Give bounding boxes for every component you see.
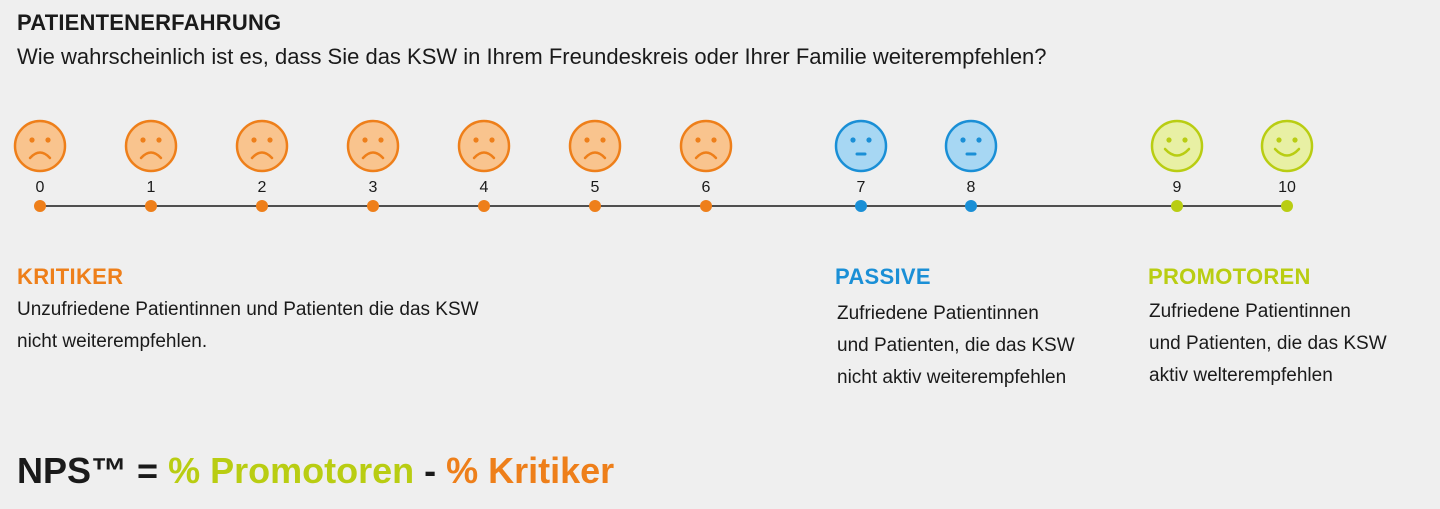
rating-scale: 0 1 2 3 4 5 6 7 8 9 10 bbox=[13, 119, 1314, 212]
scale-label: 0 bbox=[36, 179, 45, 196]
promotoren-desc-line: und Patienten, die das KSW bbox=[1149, 333, 1387, 354]
promotoren-desc-line: Zufriedene Patientinnen bbox=[1149, 301, 1351, 322]
sad-face-icon bbox=[679, 119, 733, 173]
kritiker-desc-line: Unzufriedene Patientinnen und Patienten … bbox=[17, 299, 479, 320]
sad-face-icon bbox=[457, 119, 511, 173]
scale-label: 10 bbox=[1278, 179, 1296, 196]
scale-dot bbox=[855, 200, 867, 212]
scale-dot bbox=[700, 200, 712, 212]
formula-promotoren: % Promotoren bbox=[168, 450, 415, 491]
scale-dot bbox=[367, 200, 379, 212]
scale-dot bbox=[256, 200, 268, 212]
kritiker-description: Unzufriedene Patientinnen und Patienten … bbox=[17, 294, 577, 358]
scale-label: 7 bbox=[857, 179, 866, 196]
group-promotoren: PROMOTOREN Zufriedene Patientinnen und P… bbox=[1148, 264, 1440, 392]
sad-face-icon bbox=[124, 119, 178, 173]
scale-label: 9 bbox=[1173, 179, 1182, 196]
happy-face-icon bbox=[1260, 119, 1314, 173]
scale-dot bbox=[1281, 200, 1293, 212]
formula-kritiker: % Kritiker bbox=[446, 450, 615, 491]
passive-heading: PASSIVE bbox=[835, 264, 931, 289]
promotoren-heading: PROMOTOREN bbox=[1148, 264, 1311, 289]
scale-label: 1 bbox=[147, 179, 156, 196]
kritiker-desc-line: nicht weiterempfehlen. bbox=[17, 331, 208, 352]
scale-dot bbox=[965, 200, 977, 212]
passive-desc-line: Zufriedene Patientinnen bbox=[837, 303, 1039, 324]
passive-description: Zufriedene Patientinnen und Patienten, d… bbox=[837, 298, 1135, 394]
scale-dot bbox=[478, 200, 490, 212]
promotoren-desc-line: aktiv welterempfehlen bbox=[1149, 365, 1333, 386]
group-kritiker: KRITIKER Unzufriedene Patientinnen und P… bbox=[17, 264, 577, 358]
formula-lhs: NPS™ = bbox=[17, 450, 169, 491]
kritiker-heading: KRITIKER bbox=[17, 264, 124, 289]
scale-dot bbox=[589, 200, 601, 212]
group-passive: PASSIVE Zufriedene Patientinnen und Pati… bbox=[835, 264, 1135, 394]
survey-question: Wie wahrscheinlich ist es, dass Sie das … bbox=[17, 44, 1047, 69]
sad-face-icon bbox=[235, 119, 289, 173]
scale-label: 3 bbox=[369, 179, 378, 196]
scale-label: 4 bbox=[480, 179, 489, 196]
sad-face-icon bbox=[568, 119, 622, 173]
sad-face-icon bbox=[346, 119, 400, 173]
scale-dot bbox=[1171, 200, 1183, 212]
formula-minus: - bbox=[414, 450, 447, 491]
happy-face-icon bbox=[1150, 119, 1204, 173]
scale-label: 2 bbox=[258, 179, 267, 196]
scale-label: 8 bbox=[967, 179, 976, 196]
passive-desc-line: nicht aktiv weiterempfehlen bbox=[837, 367, 1067, 388]
scale-label: 5 bbox=[591, 179, 600, 196]
promotoren-description: Zufriedene Patientinnen und Patienten, d… bbox=[1149, 296, 1440, 392]
scale-label: 6 bbox=[702, 179, 711, 196]
page-title: PATIENTENERFAHRUNG bbox=[17, 10, 282, 35]
nps-formula: NPS™ = % Promotoren - % Kritiker bbox=[17, 450, 614, 492]
scale-dot bbox=[34, 200, 46, 212]
passive-desc-line: und Patienten, die das KSW bbox=[837, 335, 1075, 356]
neutral-face-icon bbox=[944, 119, 998, 173]
scale-dot bbox=[145, 200, 157, 212]
neutral-face-icon bbox=[834, 119, 888, 173]
sad-face-icon bbox=[13, 119, 67, 173]
